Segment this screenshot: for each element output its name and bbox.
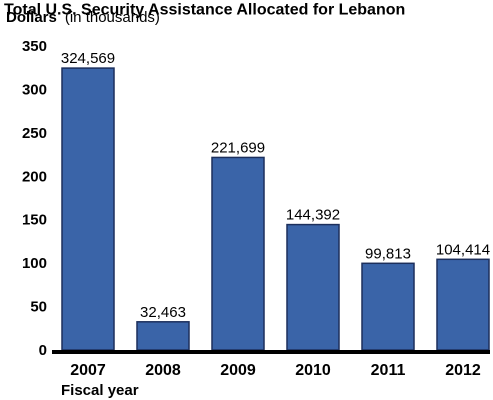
bar-2008 bbox=[136, 321, 190, 351]
bars bbox=[61, 67, 490, 351]
data-label-2012: 104,414 bbox=[436, 241, 490, 258]
x-tick-label-2010: 2010 bbox=[295, 362, 331, 379]
data-labels: 324,569 32,463 221,699 144,392 99,813 104,414 bbox=[61, 50, 490, 321]
y-tick-label: 150 bbox=[22, 212, 47, 229]
x-tick-label-2012: 2012 bbox=[445, 362, 481, 379]
bar-2009 bbox=[211, 156, 265, 351]
bar-2010 bbox=[286, 223, 340, 351]
x-tick-label-2011: 2011 bbox=[371, 362, 406, 379]
y-axis-ticks: 0 50 100 150 200 250 300 350 bbox=[22, 38, 47, 359]
y-tick-label: 250 bbox=[22, 125, 47, 142]
y-axis-label-text: Dollars bbox=[6, 9, 57, 26]
y-tick-label: 350 bbox=[22, 38, 47, 55]
data-label-2010: 144,392 bbox=[286, 207, 340, 224]
y-tick-label: 300 bbox=[22, 81, 47, 98]
y-tick-label: 100 bbox=[22, 255, 47, 272]
x-tick-label-2009: 2009 bbox=[220, 362, 256, 379]
data-label-2007: 324,569 bbox=[61, 50, 115, 67]
data-label-2009: 221,699 bbox=[211, 139, 265, 156]
data-label-2008: 32,463 bbox=[140, 304, 186, 321]
data-label-2011: 99,813 bbox=[365, 245, 411, 262]
y-axis-unit: (in thousands) bbox=[65, 9, 160, 26]
x-tick-label-2008: 2008 bbox=[145, 362, 181, 379]
chart-title: Total U.S. Security Assistance Allocated… bbox=[4, 1, 405, 18]
bar-2007 bbox=[61, 67, 115, 351]
bar-2011 bbox=[361, 262, 415, 351]
x-axis-label: Fiscal year bbox=[61, 382, 139, 399]
y-tick-label: 0 bbox=[39, 342, 47, 359]
y-axis-label: Dollars (in thousands) bbox=[6, 9, 160, 26]
y-tick-label: 200 bbox=[22, 168, 47, 185]
y-tick-label: 50 bbox=[30, 299, 47, 316]
bar-2012 bbox=[436, 258, 490, 351]
x-tick-label-2007: 2007 bbox=[70, 362, 106, 379]
x-axis-ticks: 2007 2008 2009 2010 2011 2012 bbox=[70, 362, 481, 379]
